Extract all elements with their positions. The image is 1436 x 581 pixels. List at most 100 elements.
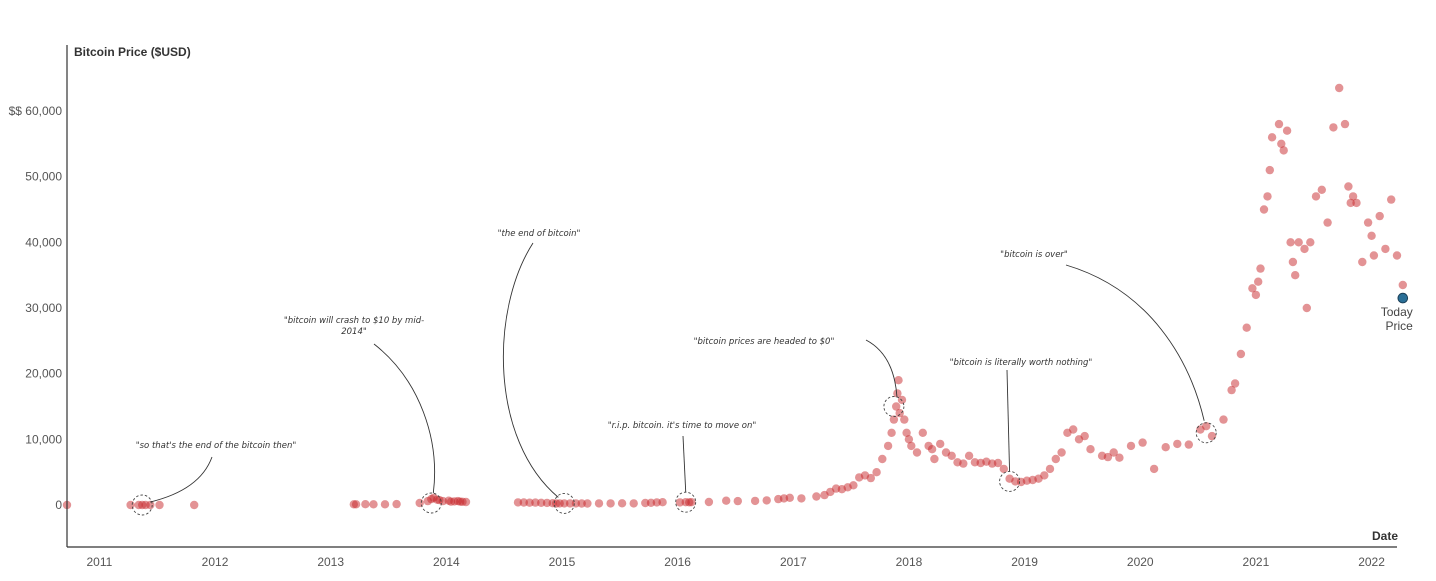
data-point <box>126 500 135 510</box>
data-point <box>1279 146 1288 155</box>
data-point <box>1259 205 1269 214</box>
annotation-text: "bitcoin will crash to $10 by mid- <box>284 316 424 326</box>
data-point <box>1346 198 1355 208</box>
x-tick-label: 2022 <box>1358 555 1385 569</box>
data-point <box>1149 464 1159 474</box>
data-point <box>1263 192 1272 201</box>
data-point <box>1340 119 1350 129</box>
data-point <box>1045 464 1055 474</box>
data-point <box>1267 133 1277 142</box>
data-point <box>1251 290 1261 300</box>
data-point <box>658 498 667 507</box>
data-point <box>155 500 164 510</box>
y-tick-label: 50,000 <box>25 170 62 184</box>
annotation-leader-line <box>865 339 898 397</box>
data-point <box>1227 385 1236 395</box>
x-tick-label: 2019 <box>1011 555 1038 569</box>
data-point <box>1277 139 1286 148</box>
data-point <box>1040 471 1049 480</box>
data-point <box>887 428 896 437</box>
data-point <box>415 498 424 508</box>
data-point <box>1173 439 1182 449</box>
data-point <box>878 454 887 464</box>
y-tick-label: 20,000 <box>25 367 62 381</box>
annotation-leader-line <box>502 242 559 498</box>
data-point <box>1335 83 1344 93</box>
annotation-text: "bitcoin prices are headed to $0" <box>694 337 835 347</box>
data-point <box>1300 244 1309 254</box>
data-point <box>893 389 902 398</box>
data-point <box>704 497 714 507</box>
data-point <box>392 499 401 509</box>
data-point <box>883 441 893 451</box>
x-tick-label: 2015 <box>549 555 576 569</box>
data-point <box>1323 218 1332 227</box>
data-point <box>1103 452 1113 462</box>
data-point <box>894 376 903 385</box>
y-tick-label: 30,000 <box>25 301 62 315</box>
data-point <box>1202 422 1211 431</box>
annotation-text: "r.i.p. bitcoin. it's time to move on" <box>608 421 757 431</box>
data-point <box>1242 323 1251 332</box>
data-point <box>812 492 821 501</box>
data-point <box>872 468 881 477</box>
data-point <box>1363 218 1373 227</box>
x-axis-title: Date <box>1372 529 1398 543</box>
data-point <box>889 415 899 424</box>
data-point <box>1254 277 1263 286</box>
annotation-leader-line <box>373 343 435 494</box>
y-tick-label: $$ 60,000 <box>9 104 63 118</box>
annotation-leader-line <box>682 435 687 493</box>
data-point <box>1348 192 1358 201</box>
x-tick-label: 2018 <box>896 555 923 569</box>
annotation-highlight-circle <box>131 494 153 516</box>
data-point <box>1369 251 1379 260</box>
data-point <box>537 498 546 507</box>
data-point <box>560 499 569 508</box>
annotation-highlight-circle <box>420 492 442 514</box>
data-point <box>900 415 909 424</box>
data-point <box>927 445 937 454</box>
data-point <box>993 458 1003 468</box>
data-point <box>999 464 1008 474</box>
x-tick-label: 2014 <box>433 555 460 569</box>
annotation-highlight-circle <box>1195 422 1217 444</box>
data-point <box>964 451 974 460</box>
x-tick-label: 2013 <box>317 555 344 569</box>
data-point <box>1080 431 1089 441</box>
annotation-leader-line <box>150 456 213 503</box>
data-point <box>785 493 794 502</box>
data-point <box>733 496 742 506</box>
today-label-line2: Price <box>1385 319 1413 333</box>
annotation-text: "so that's the end of the bitcoin then" <box>136 441 297 451</box>
x-tick-label: 2011 <box>86 555 112 569</box>
annotation-leader-line <box>1006 369 1011 472</box>
data-point <box>936 439 945 449</box>
data-point <box>1311 192 1321 201</box>
data-point <box>525 498 534 507</box>
y-tick-label: 10,000 <box>25 432 62 446</box>
x-tick-label: 2012 <box>202 555 229 569</box>
data-point <box>1115 453 1124 462</box>
data-point <box>1069 425 1078 434</box>
annotation-highlight-circle <box>883 396 905 417</box>
annotation-text: 2014" <box>341 327 367 337</box>
data-point <box>1282 126 1292 135</box>
data-point <box>1317 185 1327 194</box>
data-point <box>380 500 390 509</box>
data-point <box>1392 251 1402 260</box>
data-point <box>1302 303 1312 313</box>
data-point <box>947 451 956 460</box>
data-point <box>1387 195 1396 204</box>
data-point <box>1230 379 1240 388</box>
data-point <box>1288 257 1298 267</box>
data-point <box>565 499 575 508</box>
data-point <box>1344 182 1353 191</box>
data-point <box>1086 445 1095 454</box>
annotation-text: "bitcoin is literally worth nothing" <box>950 358 1093 368</box>
data-point <box>513 498 523 507</box>
data-point <box>583 499 592 508</box>
data-point <box>1256 264 1265 273</box>
